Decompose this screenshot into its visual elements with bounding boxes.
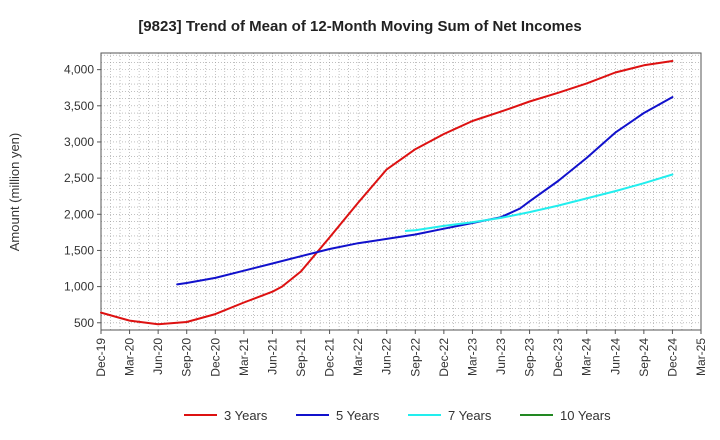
series-line-3-years (100, 60, 674, 326)
legend: 3 Years 5 Years 7 Years 10 Years (184, 408, 611, 423)
y-tick-label: 500 (74, 316, 94, 330)
series-line-7-years (404, 173, 674, 232)
y-tick-label: 2,500 (64, 171, 94, 185)
legend-label-5-years: 5 Years (336, 408, 380, 423)
series-line-5-years (176, 96, 674, 286)
x-tick-label: Mar-20 (123, 338, 137, 376)
legend-label-10-years: 10 Years (560, 408, 611, 423)
plot-area (100, 52, 702, 331)
y-tick-label: 4,000 (64, 63, 94, 77)
x-tick-label: Dec-19 (94, 338, 108, 377)
x-tick-label: Sep-24 (637, 338, 651, 377)
chart-title: [9823] Trend of Mean of 12-Month Moving … (138, 18, 581, 35)
y-axis-label: Amount (million yen) (7, 133, 22, 252)
x-tick-label: Jun-22 (380, 338, 394, 375)
x-tick-label: Sep-22 (408, 338, 422, 377)
y-axis-ticks: 500 1,000 1,500 2,000 2,500 3,000 3,500 4,000 (64, 63, 101, 330)
x-tick-label: Jun-24 (608, 338, 622, 375)
x-tick-label: Mar-21 (237, 338, 251, 376)
y-tick-label: 1,000 (64, 280, 94, 294)
legend-label-7-years: 7 Years (448, 408, 492, 423)
x-tick-label: Dec-24 (665, 338, 679, 377)
x-tick-label: Dec-23 (551, 338, 565, 377)
x-tick-label: Mar-23 (465, 338, 479, 376)
x-tick-label: Sep-21 (294, 338, 308, 377)
x-tick-label: Dec-22 (437, 338, 451, 377)
x-tick-label: Mar-25 (694, 338, 708, 376)
y-tick-label: 3,000 (64, 135, 94, 149)
series-lines (100, 60, 674, 326)
x-tick-label: Jun-20 (151, 338, 165, 375)
x-axis-ticks: Dec-19 Mar-20 Jun-20 Sep-20 Dec-20 Mar-21 Jun-… (94, 330, 708, 377)
x-tick-label: Dec-21 (323, 338, 337, 377)
y-tick-label: 2,000 (64, 207, 94, 221)
x-tick-label: Mar-22 (351, 338, 365, 376)
legend-label-3-years: 3 Years (224, 408, 268, 423)
x-tick-label: Sep-23 (523, 338, 537, 377)
x-tick-label: Jun-23 (494, 338, 508, 375)
y-tick-label: 1,500 (64, 243, 94, 257)
y-tick-label: 3,500 (64, 99, 94, 113)
grid-lines (101, 53, 701, 330)
x-tick-label: Sep-20 (180, 338, 194, 377)
x-tick-label: Jun-21 (265, 338, 279, 375)
x-tick-label: Dec-20 (208, 338, 222, 377)
x-tick-label: Mar-24 (580, 338, 594, 376)
